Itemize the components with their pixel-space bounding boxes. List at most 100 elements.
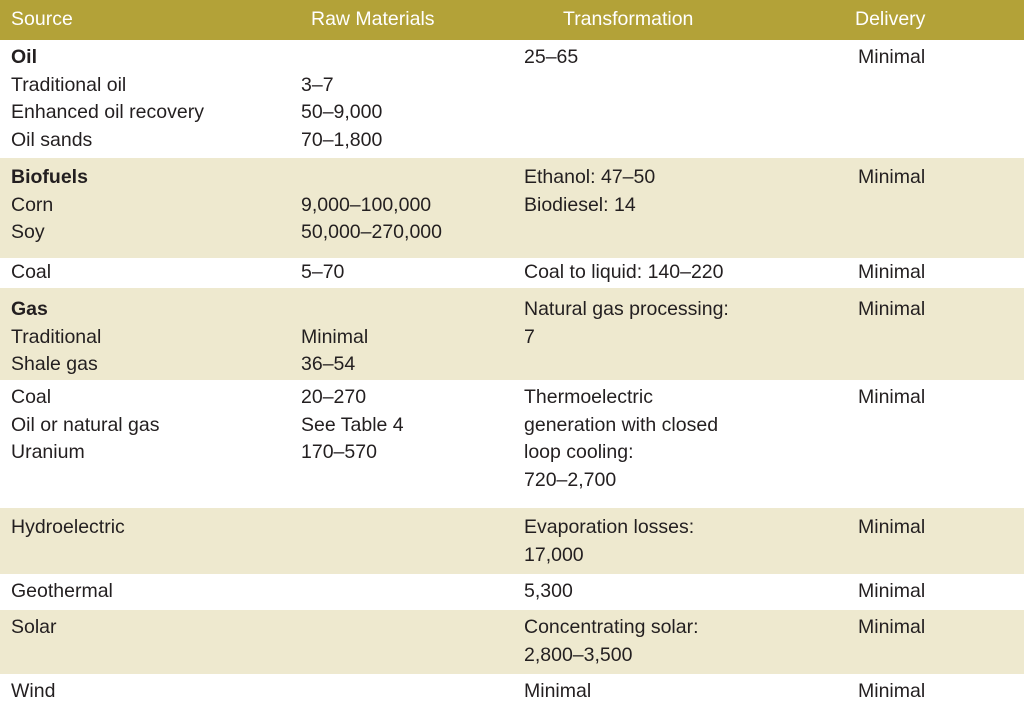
- raw-materials-line: 36–54: [301, 353, 356, 375]
- source-line: Traditional oil: [11, 73, 127, 96]
- transformation-line: Minimal: [524, 680, 592, 702]
- delivery-line: Minimal: [858, 516, 926, 538]
- transformation-line: 2,800–3,500: [524, 643, 633, 666]
- raw-materials-cell: 9,000–100,000 50,000–270,000: [301, 164, 521, 258]
- raw-materials-line: 3–7: [301, 73, 334, 96]
- raw-materials-cell: [301, 514, 521, 574]
- source-line: Corn: [11, 193, 54, 216]
- transformation-cell: Coal to liquid: 140–220: [521, 259, 855, 288]
- raw-materials-cell: 5–70: [301, 259, 521, 288]
- table-row: Hydroelectric Evaporation losses: 17,000 M…: [0, 508, 1024, 574]
- transformation-cell: Ethanol: 47–50 Biodiesel: 14: [521, 164, 855, 258]
- raw-materials-line: Minimal: [301, 325, 369, 348]
- raw-materials-line: 9,000–100,000: [301, 193, 432, 216]
- header-raw-materials: Raw Materials: [311, 8, 435, 31]
- raw-materials-line: 170–570: [301, 441, 377, 463]
- table-row: Wind Minimal Minimal: [0, 674, 1024, 707]
- transformation-cell: 25–65: [521, 44, 855, 158]
- raw-materials-line: [301, 514, 521, 542]
- table-row: Solar Concentrating solar: 2,800–3,500 Min…: [0, 610, 1024, 674]
- source-line: Coal: [11, 386, 52, 408]
- delivery-line: Minimal: [858, 298, 926, 320]
- source-line: Solar: [11, 616, 57, 638]
- source-line: Wind: [11, 680, 56, 702]
- table-row: Geothermal 5,300 Minimal: [0, 574, 1024, 610]
- raw-materials-line: [301, 164, 521, 192]
- delivery-cell: Minimal: [855, 259, 1024, 288]
- transformation-line: Coal to liquid: 140–220: [524, 261, 724, 283]
- source-line: Geothermal: [11, 580, 113, 602]
- delivery-cell: Minimal: [855, 296, 1024, 380]
- table-row: Oil Traditional oil Enhanced oil recovery O…: [0, 40, 1024, 158]
- delivery-cell: Minimal: [855, 384, 1024, 508]
- delivery-cell: Minimal: [855, 614, 1024, 674]
- source-cell: Biofuels Corn Soy: [0, 164, 301, 258]
- raw-materials-line: 5–70: [301, 261, 345, 283]
- delivery-line: Minimal: [858, 166, 926, 188]
- raw-materials-cell: Minimal 36–54: [301, 296, 521, 380]
- table-row: Coal Oil or natural gas Uranium 20–270 See T…: [0, 380, 1024, 508]
- source-cell: Solar: [0, 614, 301, 674]
- raw-materials-cell: [301, 578, 521, 610]
- raw-materials-line: See Table 4: [301, 413, 404, 436]
- delivery-cell: Minimal: [855, 514, 1024, 574]
- source-line: Biofuels: [11, 166, 88, 188]
- transformation-cell: Minimal: [521, 678, 855, 707]
- source-line: Soy: [11, 221, 45, 243]
- raw-materials-cell: 20–270 See Table 4 170–570: [301, 384, 521, 508]
- transformation-cell: Natural gas processing: 7: [521, 296, 855, 380]
- transformation-cell: 5,300: [521, 578, 855, 610]
- source-cell: Coal Oil or natural gas Uranium: [0, 384, 301, 508]
- delivery-line: Minimal: [858, 580, 926, 602]
- transformation-line: 5,300: [524, 580, 573, 602]
- transformation-line: Natural gas processing:: [524, 298, 729, 320]
- table-row: Coal 5–70 Coal to liquid: 140–220 Minimal: [0, 258, 1024, 288]
- raw-materials-cell: [301, 614, 521, 674]
- transformation-line: Thermoelectric: [524, 386, 653, 408]
- source-line: Oil sands: [11, 128, 93, 151]
- delivery-line: Minimal: [858, 261, 926, 283]
- transformation-line: 25–65: [524, 46, 579, 68]
- transformation-line: 720–2,700: [524, 468, 617, 491]
- header-source: Source: [11, 8, 73, 31]
- raw-materials-line: 70–1,800: [301, 128, 383, 151]
- source-line: Oil: [11, 46, 38, 68]
- delivery-line: Minimal: [858, 680, 926, 702]
- table-row: Gas Traditional Shale gas Minimal 36–54 Natu…: [0, 288, 1024, 380]
- source-cell: Oil Traditional oil Enhanced oil recovery O…: [0, 44, 301, 158]
- transformation-line: Concentrating solar:: [524, 616, 699, 638]
- source-line: Uranium: [11, 441, 85, 463]
- transformation-line: 7: [524, 325, 535, 348]
- transformation-line: 17,000: [524, 543, 584, 566]
- delivery-line: Minimal: [858, 616, 926, 638]
- header-transformation: Transformation: [563, 8, 694, 31]
- source-line: Shale gas: [11, 353, 98, 375]
- delivery-line: Minimal: [858, 46, 926, 68]
- raw-materials-line: [301, 578, 521, 606]
- source-line: Enhanced oil recovery: [11, 101, 204, 123]
- delivery-cell: Minimal: [855, 164, 1024, 258]
- delivery-line: Minimal: [858, 386, 926, 408]
- source-cell: Coal: [0, 259, 301, 288]
- transformation-line: loop cooling:: [524, 441, 634, 463]
- header-delivery: Delivery: [855, 8, 926, 31]
- transformation-line: generation with closed: [524, 413, 719, 436]
- table-header: Source Raw Materials Transformation Deli…: [0, 0, 1024, 40]
- transformation-line: Biodiesel: 14: [524, 193, 636, 216]
- table-body: Oil Traditional oil Enhanced oil recovery O…: [0, 40, 1024, 707]
- raw-materials-cell: [301, 678, 521, 707]
- raw-materials-line: [301, 296, 521, 324]
- source-cell: Hydroelectric: [0, 514, 301, 574]
- source-line: Traditional: [11, 325, 102, 348]
- table-row: Biofuels Corn Soy 9,000–100,000 50,000–270,…: [0, 158, 1024, 258]
- source-cell: Wind: [0, 678, 301, 707]
- raw-materials-line: 50,000–270,000: [301, 221, 442, 243]
- transformation-cell: Thermoelectric generation with closed loop…: [521, 384, 855, 508]
- raw-materials-line: [301, 44, 521, 72]
- source-line: Gas: [11, 298, 48, 320]
- delivery-cell: Minimal: [855, 578, 1024, 610]
- source-cell: Geothermal: [0, 578, 301, 610]
- transformation-cell: Concentrating solar: 2,800–3,500: [521, 614, 855, 674]
- transformation-cell: Evaporation losses: 17,000: [521, 514, 855, 574]
